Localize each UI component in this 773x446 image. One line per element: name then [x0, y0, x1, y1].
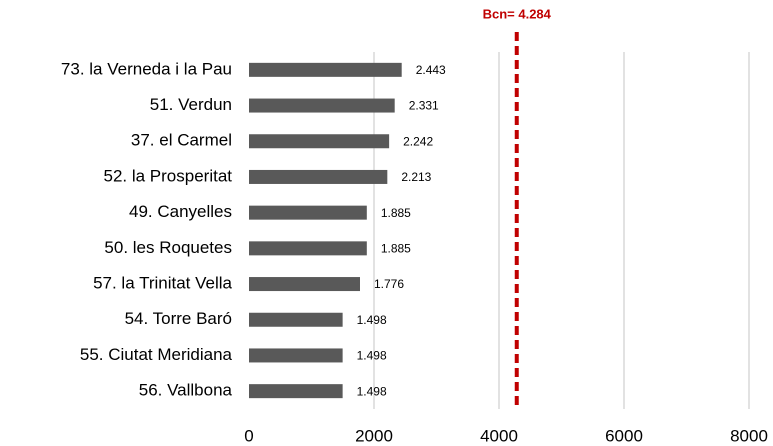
- y-tick-label: 52. la Prosperitat: [103, 166, 232, 185]
- bar: [249, 134, 390, 149]
- x-tick-label: 8000: [730, 426, 768, 445]
- y-tick-label: 55. Ciutat Meridiana: [80, 345, 233, 364]
- y-tick-label: 57. la Trinitat Vella: [93, 274, 232, 293]
- value-label: 1.885: [381, 206, 411, 220]
- y-tick-label: 50. les Roquetes: [104, 238, 232, 257]
- bar: [249, 62, 402, 77]
- value-label: 1.498: [357, 384, 387, 398]
- y-tick-label: 51. Verdun: [150, 95, 232, 114]
- bar: [249, 348, 343, 363]
- bar: [249, 241, 367, 256]
- bar: [249, 98, 395, 113]
- x-tick-label: 2000: [355, 426, 393, 445]
- value-label: 2.443: [416, 63, 446, 77]
- value-label: 2.242: [403, 134, 433, 148]
- value-label: 2.213: [401, 170, 431, 184]
- y-tick-label: 54. Torre Baró: [125, 309, 232, 328]
- bar: [249, 312, 343, 327]
- x-tick-label: 4000: [480, 426, 518, 445]
- x-tick-label: 0: [244, 426, 253, 445]
- value-label: 1.498: [357, 349, 387, 363]
- value-label: 2.331: [409, 99, 439, 113]
- bar: [249, 205, 367, 220]
- bar: [249, 384, 343, 399]
- y-tick-label: 56. Vallbona: [139, 381, 233, 400]
- bar: [249, 277, 360, 292]
- value-label: 1.776: [374, 277, 404, 291]
- value-label: 1.885: [381, 242, 411, 256]
- y-tick-label: 49. Canyelles: [129, 202, 232, 221]
- reference-label: Bcn= 4.284: [483, 6, 552, 21]
- bar: [249, 169, 388, 184]
- y-tick-label: 73. la Verneda i la Pau: [61, 59, 232, 78]
- x-tick-label: 6000: [605, 426, 643, 445]
- y-tick-label: 37. el Carmel: [131, 131, 232, 150]
- value-label: 1.498: [357, 313, 387, 327]
